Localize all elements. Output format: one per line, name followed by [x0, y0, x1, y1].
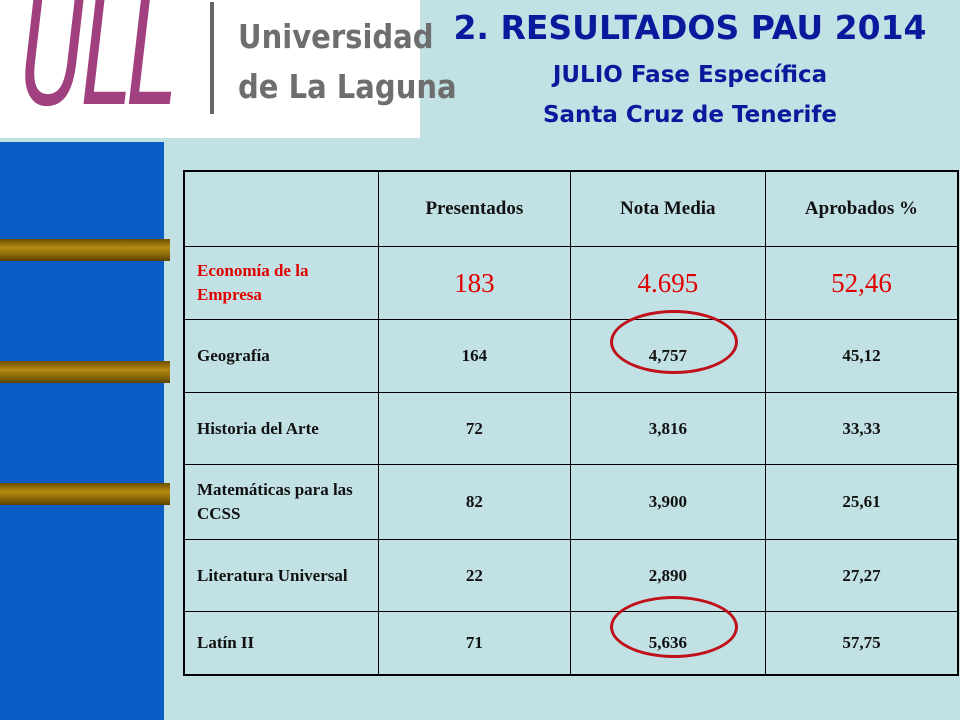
- decorative-stripe: [0, 361, 170, 383]
- subject-name: Matemáticas para las CCSS: [183, 464, 380, 540]
- table-row: Latín II 71 5,636 57,75: [183, 611, 959, 675]
- aprobados-value: 33,33: [764, 392, 959, 465]
- header-presentados: Presentados: [378, 170, 571, 247]
- side-decoration-bar: [0, 142, 164, 720]
- subject-name: Historia del Arte: [183, 392, 380, 465]
- aprobados-value: 25,61: [764, 464, 959, 540]
- presentados-value: 82: [378, 464, 571, 540]
- aprobados-value: 45,12: [764, 319, 959, 393]
- nota-media-value: 5,636: [569, 611, 766, 675]
- nota-media-value: 2,890: [569, 539, 766, 612]
- nota-media-value: 3,900: [569, 464, 766, 540]
- table-row: Historia del Arte 72 3,816 33,33: [183, 392, 959, 465]
- logo-mark: ULL: [20, 0, 177, 140]
- table-header-row: Presentados Nota Media Aprobados %: [183, 170, 959, 247]
- aprobados-value: 52,46: [764, 246, 959, 320]
- decorative-stripe: [0, 483, 170, 505]
- presentados-value: 72: [378, 392, 571, 465]
- slide-subtitle-phase: JULIO Fase Específica: [552, 62, 828, 88]
- decorative-stripe: [0, 239, 170, 261]
- nota-media-value: 3,816: [569, 392, 766, 465]
- presentados-value: 71: [378, 611, 571, 675]
- nota-media-value: 4,757: [569, 319, 766, 393]
- table-row: Literatura Universal 22 2,890 27,27: [183, 539, 959, 612]
- slide-subtitle-location: Santa Cruz de Tenerife: [542, 102, 838, 128]
- subject-name: Geografía: [183, 319, 380, 393]
- table-row: Matemáticas para las CCSS 82 3,900 25,61: [183, 464, 959, 540]
- subject-name: Literatura Universal: [183, 539, 380, 612]
- subject-name: Economía de la Empresa: [183, 246, 380, 320]
- header-aprobados: Aprobados %: [764, 170, 959, 247]
- logo-separator: [210, 2, 214, 114]
- header-corner: [183, 170, 380, 247]
- table-row: Geografía 164 4,757 45,12: [183, 319, 959, 393]
- header-nota-media: Nota Media: [569, 170, 766, 247]
- presentados-value: 22: [378, 539, 571, 612]
- results-table: Presentados Nota Media Aprobados % Econo…: [183, 170, 959, 676]
- logo-text: Universidad de La Laguna: [238, 17, 457, 106]
- table-row: Economía de la Empresa 183 4.695 52,46: [183, 246, 959, 320]
- presentados-value: 183: [378, 246, 571, 320]
- aprobados-value: 27,27: [764, 539, 959, 612]
- slide-title: 2. RESULTADOS PAU 2014: [453, 8, 927, 47]
- presentados-value: 164: [378, 319, 571, 393]
- university-logo: ULL Universidad de La Laguna: [0, 0, 457, 140]
- nota-media-value: 4.695: [569, 246, 766, 320]
- subject-name: Latín II: [183, 611, 380, 675]
- aprobados-value: 57,75: [764, 611, 959, 675]
